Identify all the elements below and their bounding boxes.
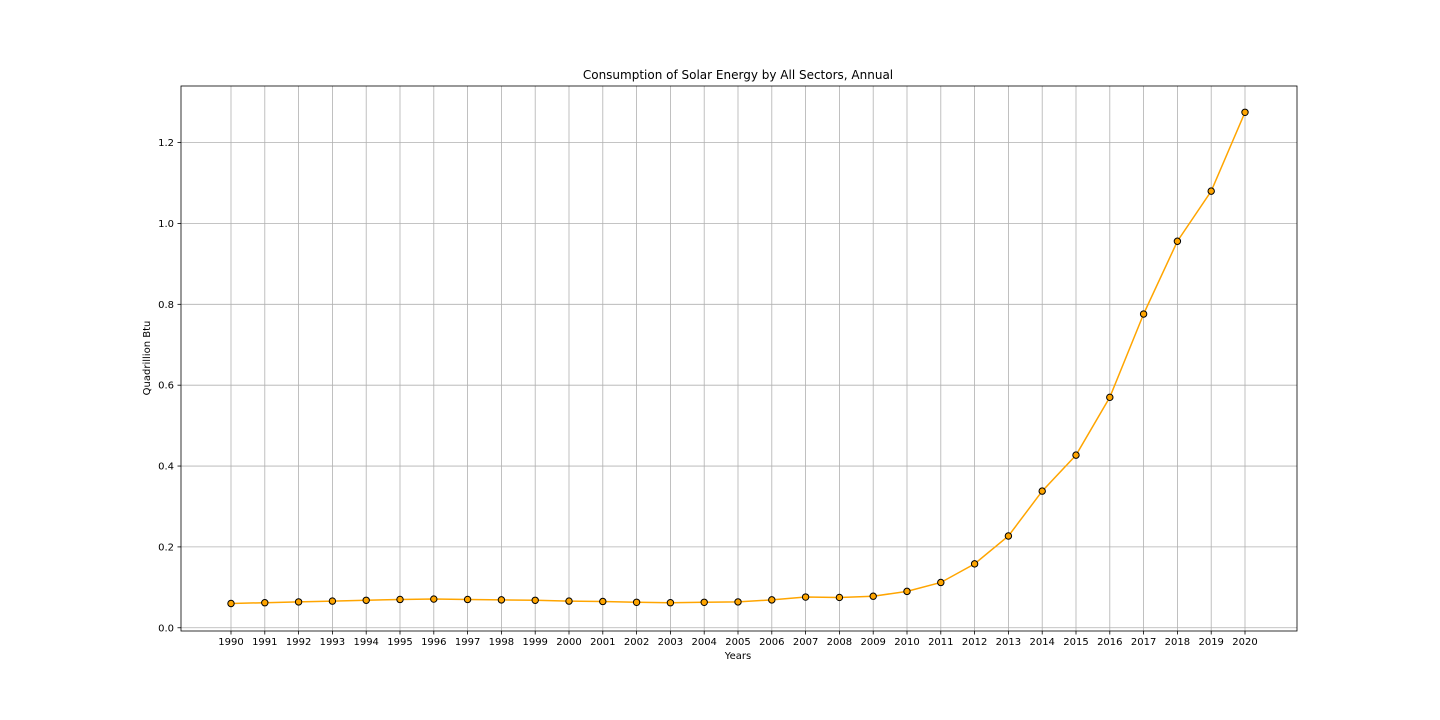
- data-point: [497, 596, 506, 604]
- data-point: [1241, 108, 1249, 116]
- x-tick-label: 2004: [691, 637, 716, 648]
- y-tick-label: 1.0: [158, 219, 174, 230]
- y-axis-label: Quadrillion Btu: [142, 321, 153, 396]
- plot-frame: [180, 85, 1298, 632]
- y-tick-label: 0.0: [158, 623, 174, 634]
- data-point: [937, 578, 945, 587]
- series-markers: [227, 108, 1249, 608]
- data-point: [294, 598, 303, 606]
- data-point: [801, 593, 810, 601]
- x-tick-label: 1992: [286, 637, 311, 648]
- data-point: [700, 598, 708, 606]
- data-point: [1139, 310, 1148, 318]
- x-tick-label: 2010: [894, 637, 919, 648]
- x-tick-label: 2002: [624, 637, 649, 648]
- x-tick-label: 2019: [1198, 637, 1223, 648]
- x-tick-label: 2009: [860, 637, 885, 648]
- x-tick-label: 2012: [962, 637, 987, 648]
- x-tick-label: 2005: [725, 637, 750, 648]
- data-point: [396, 595, 404, 604]
- data-point: [565, 597, 573, 605]
- data-point: [328, 597, 337, 605]
- x-axis-ticks: 1990 1991 1992 1993 1994 1995 1996 1997 1998 1999…: [218, 631, 1258, 648]
- data-point: [869, 592, 877, 600]
- data-point: [1004, 532, 1013, 540]
- x-tick-label: 2013: [996, 637, 1021, 648]
- y-tick-label: 0.4: [158, 462, 174, 473]
- x-tick-label: 2006: [759, 637, 784, 648]
- x-tick-label: 1996: [421, 637, 446, 648]
- data-point: [970, 560, 979, 568]
- data-point: [362, 596, 370, 604]
- y-tick-label: 0.2: [158, 542, 174, 553]
- data-point: [734, 598, 742, 606]
- x-tick-label: 2007: [793, 637, 818, 648]
- x-tick-label: 2015: [1063, 637, 1088, 648]
- x-tick-label: 1995: [387, 637, 412, 648]
- x-tick-label: 2014: [1029, 637, 1054, 648]
- y-tick-label: 1.2: [158, 138, 174, 149]
- x-tick-label: 2001: [590, 637, 615, 648]
- y-tick-label: 0.6: [158, 381, 174, 392]
- x-tick-label: 2020: [1232, 637, 1257, 648]
- x-tick-label: 1997: [455, 637, 480, 648]
- data-point: [227, 599, 235, 608]
- x-axis-label: Years: [724, 651, 751, 662]
- data-point: [599, 597, 607, 606]
- x-tick-label: 2011: [928, 637, 953, 648]
- x-tick-label: 2017: [1131, 637, 1156, 648]
- x-tick-label: 1993: [320, 637, 345, 648]
- data-point: [430, 595, 438, 603]
- x-tick-label: 1999: [522, 637, 547, 648]
- data-point: [632, 598, 641, 606]
- x-tick-label: 2018: [1165, 637, 1190, 648]
- data-point: [666, 598, 675, 607]
- x-tick-label: 1990: [218, 637, 243, 648]
- axes: [180, 85, 1298, 632]
- x-tick-label: 1991: [252, 637, 277, 648]
- data-point: [531, 596, 539, 604]
- x-tick-label: 2016: [1097, 637, 1122, 648]
- x-tick-label: 2008: [827, 637, 852, 648]
- y-tick-label: 0.8: [158, 300, 174, 311]
- data-point: [1207, 187, 1215, 195]
- data-point: [1072, 451, 1080, 459]
- data-point: [1173, 237, 1182, 245]
- data-point: [835, 593, 844, 602]
- data-point: [768, 596, 776, 604]
- data-point: [261, 598, 269, 607]
- x-tick-label: 1994: [353, 637, 378, 648]
- data-point: [463, 595, 472, 604]
- x-tick-label: 1998: [489, 637, 514, 648]
- grid-lines: [181, 86, 1297, 631]
- y-axis-ticks: 0.0 0.2 0.4 0.6 0.8 1.0 1.2: [158, 138, 181, 634]
- chart-title: Consumption of Solar Energy by All Secto…: [583, 68, 893, 82]
- data-point: [1106, 393, 1114, 402]
- x-tick-label: 2000: [556, 637, 581, 648]
- x-tick-label: 2003: [658, 637, 683, 648]
- data-point: [903, 587, 911, 596]
- data-point: [1038, 487, 1046, 495]
